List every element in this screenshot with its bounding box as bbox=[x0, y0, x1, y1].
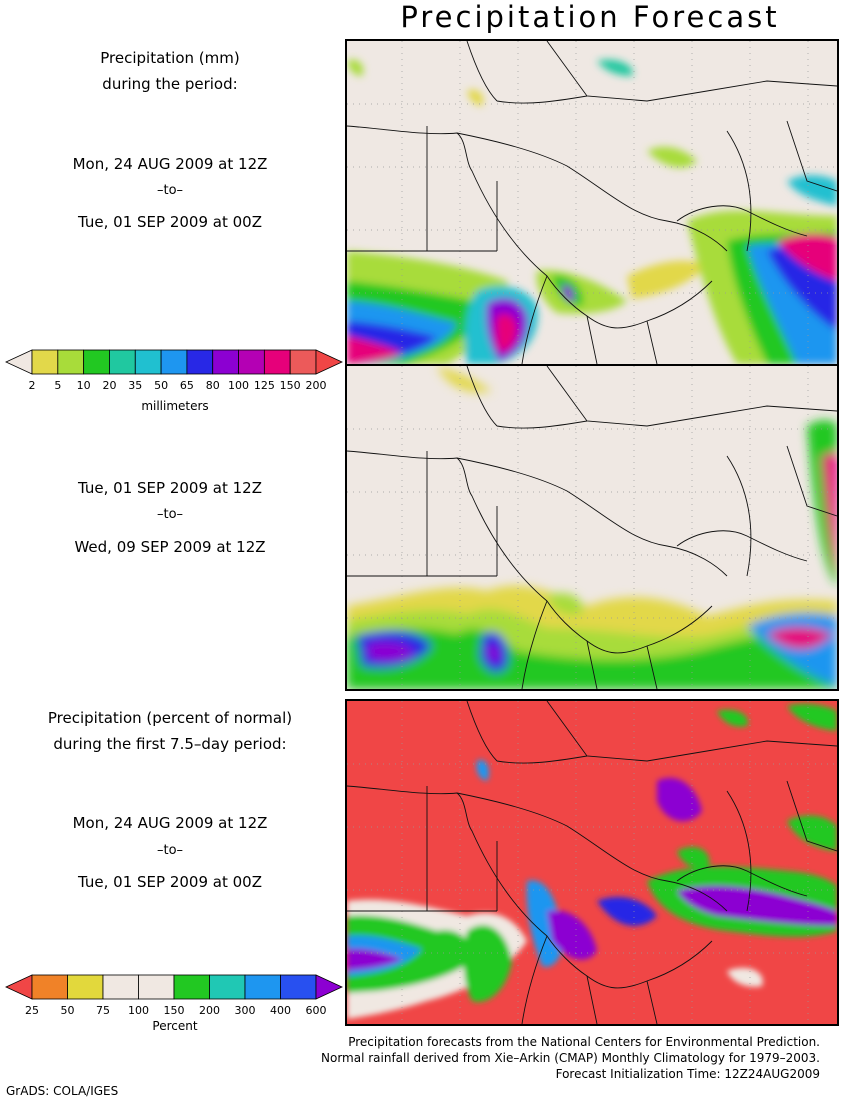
page-title: Precipitation Forecast bbox=[400, 0, 780, 34]
mm-colorbar-tick-5: 50 bbox=[154, 379, 168, 392]
credits: Precipitation forecasts from the Nationa… bbox=[321, 1034, 820, 1082]
mm-colorbar-swatch-4 bbox=[134, 349, 162, 375]
percent-colorbar-swatch-2 bbox=[102, 974, 139, 1000]
mm-colorbar-swatch-0 bbox=[31, 349, 59, 375]
mm-colorbar-tick-7: 80 bbox=[206, 379, 220, 392]
mm-colorbar-tick-10: 150 bbox=[280, 379, 301, 392]
panel2-separator: –to– bbox=[156, 507, 184, 522]
credit-line-init-time: Forecast Initialization Time: 12Z24AUG20… bbox=[555, 1067, 820, 1081]
percent-colorbar-swatch-5 bbox=[209, 974, 246, 1000]
mm-colorbar-tick-0: 2 bbox=[29, 379, 36, 392]
percent-colorbar-tick-6: 300 bbox=[235, 1004, 256, 1017]
mm-colorbar-swatch-6 bbox=[186, 349, 214, 375]
mm-colorbar-swatch-7 bbox=[212, 349, 239, 375]
mm-colorbar-graphic: 2 5 10 20 35 50 65 80 100 125 150 200 bbox=[5, 349, 343, 392]
panel2-end-date: Wed, 09 SEP 2009 at 12Z bbox=[74, 538, 266, 556]
panel3-header-line2: during the first 7.5–day period: bbox=[53, 735, 287, 753]
mm-colorbar-unit: millimeters bbox=[141, 399, 209, 413]
percent-colorbar-tick-5: 200 bbox=[199, 1004, 220, 1017]
percent-colorbar-unit: Percent bbox=[152, 1019, 198, 1033]
percent-colorbar-swatch-6 bbox=[244, 974, 281, 1000]
percent-colorbar-tick-7: 400 bbox=[270, 1004, 291, 1017]
percent-colorbar-swatch-1 bbox=[67, 974, 104, 1000]
mm-colorbar-swatch-1 bbox=[57, 349, 85, 375]
mm-colorbar-tick-2: 10 bbox=[77, 379, 91, 392]
mm-colorbar-arrow-low bbox=[5, 349, 33, 375]
panel2-start-date: Tue, 01 SEP 2009 at 12Z bbox=[78, 479, 262, 497]
panel3-end-date: Tue, 01 SEP 2009 at 00Z bbox=[78, 873, 262, 891]
map3-field bbox=[347, 701, 837, 1024]
mm-colorbar-swatch-9 bbox=[263, 349, 291, 375]
mm-colorbar-tick-1: 5 bbox=[54, 379, 61, 392]
mm-colorbar-swatch-3 bbox=[109, 349, 136, 375]
percent-colorbar-swatch-7 bbox=[280, 974, 317, 1000]
mm-colorbar-tick-8: 100 bbox=[228, 379, 249, 392]
percent-colorbar: 25 50 75 100 150 200 300 400 600 bbox=[4, 973, 344, 1048]
panel1-header-line2: during the period: bbox=[102, 75, 238, 93]
mm-colorbar-swatch-2 bbox=[83, 349, 110, 375]
mm-colorbar-tick-11: 200 bbox=[306, 379, 327, 392]
percent-colorbar-tick-3: 100 bbox=[128, 1004, 149, 1017]
percent-colorbar-arrow-low bbox=[5, 974, 33, 1000]
percent-colorbar-tick-0: 25 bbox=[25, 1004, 39, 1017]
percent-colorbar-arrow-high bbox=[315, 974, 343, 1000]
map-panel-2 bbox=[345, 364, 839, 691]
mm-colorbar-swatch-5 bbox=[160, 349, 188, 375]
map-panel-3 bbox=[345, 699, 839, 1026]
map2-field bbox=[347, 366, 837, 689]
panel3-start-date: Mon, 24 AUG 2009 at 12Z bbox=[72, 814, 268, 832]
map-panel-1 bbox=[345, 39, 839, 366]
mm-colorbar-swatch-10 bbox=[289, 349, 317, 375]
percent-colorbar-swatch-0 bbox=[31, 974, 68, 1000]
panel1-header-line1: Precipitation (mm) bbox=[100, 49, 240, 67]
panel1-separator: –to– bbox=[156, 183, 184, 198]
percent-colorbar-swatch-3 bbox=[138, 974, 175, 1000]
mm-colorbar-tick-3: 20 bbox=[102, 379, 116, 392]
mm-colorbar-arrow-high bbox=[315, 349, 343, 375]
percent-colorbar-tick-4: 150 bbox=[164, 1004, 185, 1017]
percent-colorbar-graphic: 25 50 75 100 150 200 300 400 600 bbox=[5, 974, 343, 1017]
grads-footer: GrADS: COLA/IGES bbox=[6, 1084, 119, 1098]
credit-line-cmap: Normal rainfall derived from Xie–Arkin (… bbox=[321, 1051, 820, 1065]
percent-colorbar-tick-2: 75 bbox=[96, 1004, 110, 1017]
percent-colorbar-swatch-4 bbox=[173, 974, 210, 1000]
mm-colorbar-tick-4: 35 bbox=[128, 379, 142, 392]
panel1-start-date: Mon, 24 AUG 2009 at 12Z bbox=[72, 155, 268, 173]
mm-colorbar-swatch-8 bbox=[238, 349, 265, 375]
mm-colorbar: 2 5 10 20 35 50 65 80 100 125 150 200 bbox=[4, 348, 344, 423]
mm-colorbar-tick-6: 65 bbox=[180, 379, 194, 392]
panel3-separator: –to– bbox=[156, 843, 184, 858]
mm-colorbar-tick-9: 125 bbox=[254, 379, 275, 392]
map1-field bbox=[347, 41, 837, 364]
percent-colorbar-tick-8: 600 bbox=[306, 1004, 327, 1017]
credit-line-ncep: Precipitation forecasts from the Nationa… bbox=[348, 1035, 820, 1049]
panel1-end-date: Tue, 01 SEP 2009 at 00Z bbox=[78, 213, 262, 231]
panel3-header-line1: Precipitation (percent of normal) bbox=[47, 709, 293, 727]
percent-colorbar-tick-1: 50 bbox=[61, 1004, 75, 1017]
